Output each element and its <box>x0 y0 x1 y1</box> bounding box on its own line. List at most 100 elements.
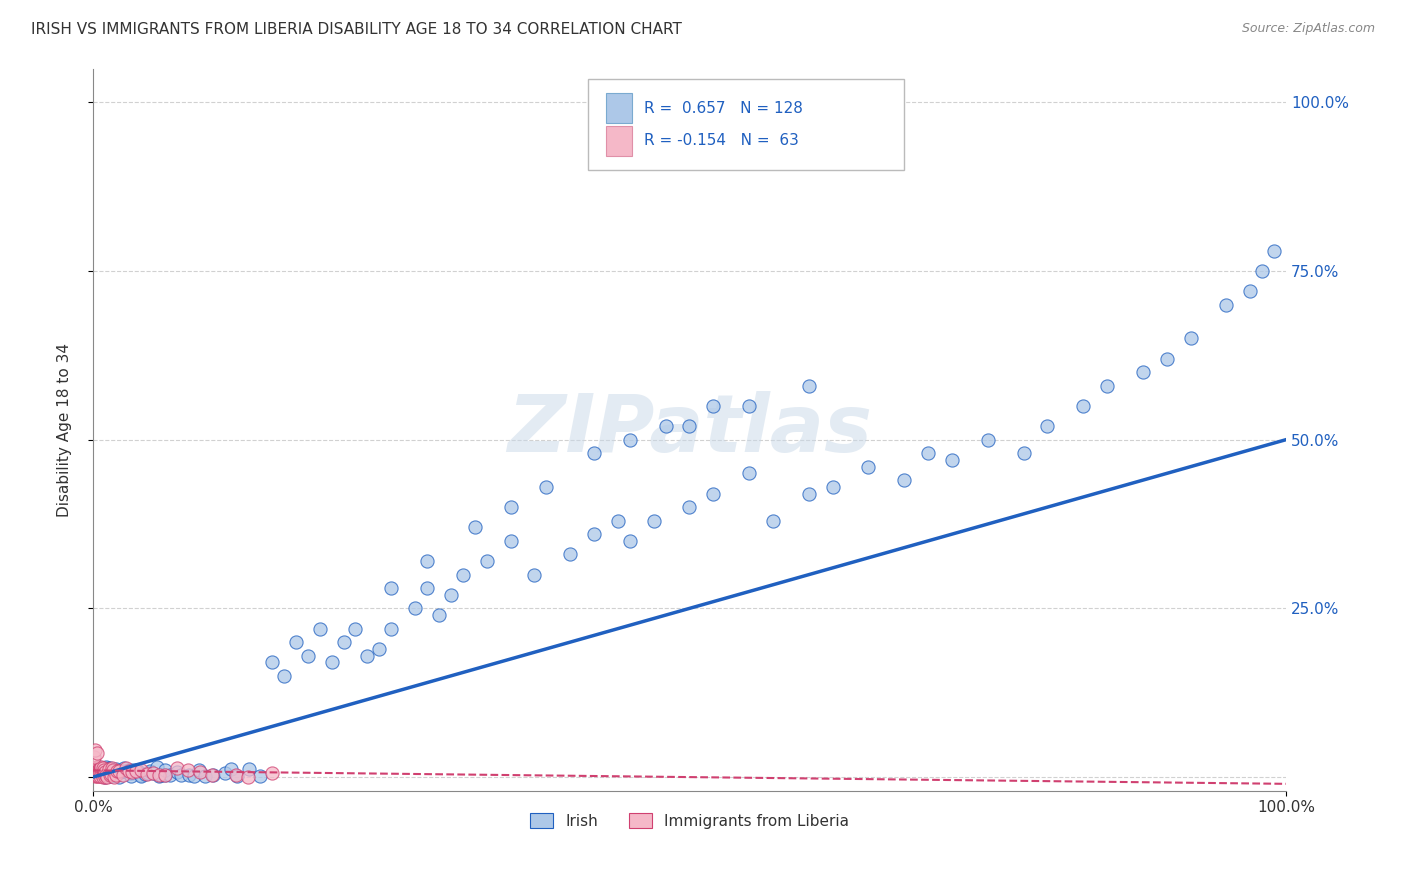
Point <box>94 768 117 782</box>
Point <box>560 548 582 562</box>
Point <box>125 764 148 778</box>
Point <box>190 765 212 780</box>
Point <box>451 567 474 582</box>
Point <box>238 762 260 776</box>
Point <box>86 747 108 761</box>
Point <box>86 760 108 774</box>
Point <box>96 762 118 776</box>
Point <box>142 765 165 780</box>
Point <box>121 765 143 780</box>
Point <box>86 763 108 777</box>
Y-axis label: Disability Age 18 to 34: Disability Age 18 to 34 <box>58 343 72 516</box>
Point <box>797 486 820 500</box>
Point <box>91 770 114 784</box>
Text: ZIPatlas: ZIPatlas <box>508 391 872 468</box>
Point <box>170 767 193 781</box>
Point <box>135 767 157 781</box>
Point <box>87 765 110 780</box>
Point <box>90 763 112 777</box>
Point <box>98 768 121 782</box>
Point <box>344 622 367 636</box>
Point <box>87 764 110 779</box>
Point <box>103 770 125 784</box>
Point <box>120 769 142 783</box>
Point <box>536 480 558 494</box>
Point <box>86 763 108 777</box>
Point <box>159 767 181 781</box>
Text: R =  0.657   N = 128: R = 0.657 N = 128 <box>644 101 803 116</box>
Point <box>98 764 121 778</box>
Point <box>499 533 522 548</box>
Point <box>142 766 165 780</box>
Point <box>499 500 522 515</box>
Point <box>115 761 138 775</box>
Point <box>103 763 125 777</box>
Point <box>606 514 628 528</box>
Point <box>86 761 108 775</box>
Point <box>219 762 242 776</box>
Point <box>129 763 152 777</box>
Point <box>96 765 118 780</box>
Point <box>321 656 343 670</box>
Point <box>297 648 319 663</box>
Point <box>619 533 641 548</box>
Point <box>97 761 120 775</box>
Point <box>249 769 271 783</box>
Point <box>1132 365 1154 379</box>
Point <box>112 764 135 778</box>
Point <box>97 762 120 776</box>
Point <box>87 761 110 775</box>
Point <box>91 764 114 779</box>
Point <box>96 770 118 784</box>
FancyBboxPatch shape <box>606 126 633 156</box>
Point <box>166 760 188 774</box>
Point <box>93 769 115 783</box>
Point <box>105 767 128 781</box>
Point <box>104 768 127 782</box>
Point <box>1156 351 1178 366</box>
Point <box>177 768 200 782</box>
Point <box>117 763 139 777</box>
Point <box>643 514 665 528</box>
Point <box>797 378 820 392</box>
Point <box>83 766 105 780</box>
Point <box>738 399 761 413</box>
Point <box>284 635 307 649</box>
Point <box>416 554 439 568</box>
Point <box>183 769 205 783</box>
Point <box>654 419 676 434</box>
FancyBboxPatch shape <box>606 93 633 123</box>
Point <box>404 601 426 615</box>
Text: R = -0.154   N =  63: R = -0.154 N = 63 <box>644 133 799 148</box>
Point <box>83 765 105 780</box>
Point <box>858 459 880 474</box>
Point <box>977 433 1000 447</box>
Point <box>153 764 176 778</box>
Point <box>464 520 486 534</box>
Point <box>90 761 112 775</box>
Point <box>84 763 107 777</box>
Legend: Irish, Immigrants from Liberia: Irish, Immigrants from Liberia <box>524 806 855 835</box>
Point <box>678 500 700 515</box>
Point <box>101 761 124 775</box>
Point <box>108 765 131 780</box>
Point <box>108 770 131 784</box>
Point <box>260 765 283 780</box>
Point <box>87 766 110 780</box>
Point <box>87 762 110 776</box>
Point <box>1180 331 1202 345</box>
Point <box>125 764 148 778</box>
Point <box>118 764 141 778</box>
Point <box>89 764 111 779</box>
Point <box>89 765 111 780</box>
Point <box>93 769 115 783</box>
Point <box>104 762 127 776</box>
Point <box>89 766 111 780</box>
Point <box>89 762 111 776</box>
Point <box>131 768 153 782</box>
Point <box>153 768 176 782</box>
Point <box>214 766 236 780</box>
Point <box>97 769 120 783</box>
Point <box>84 769 107 783</box>
Point <box>91 761 114 775</box>
